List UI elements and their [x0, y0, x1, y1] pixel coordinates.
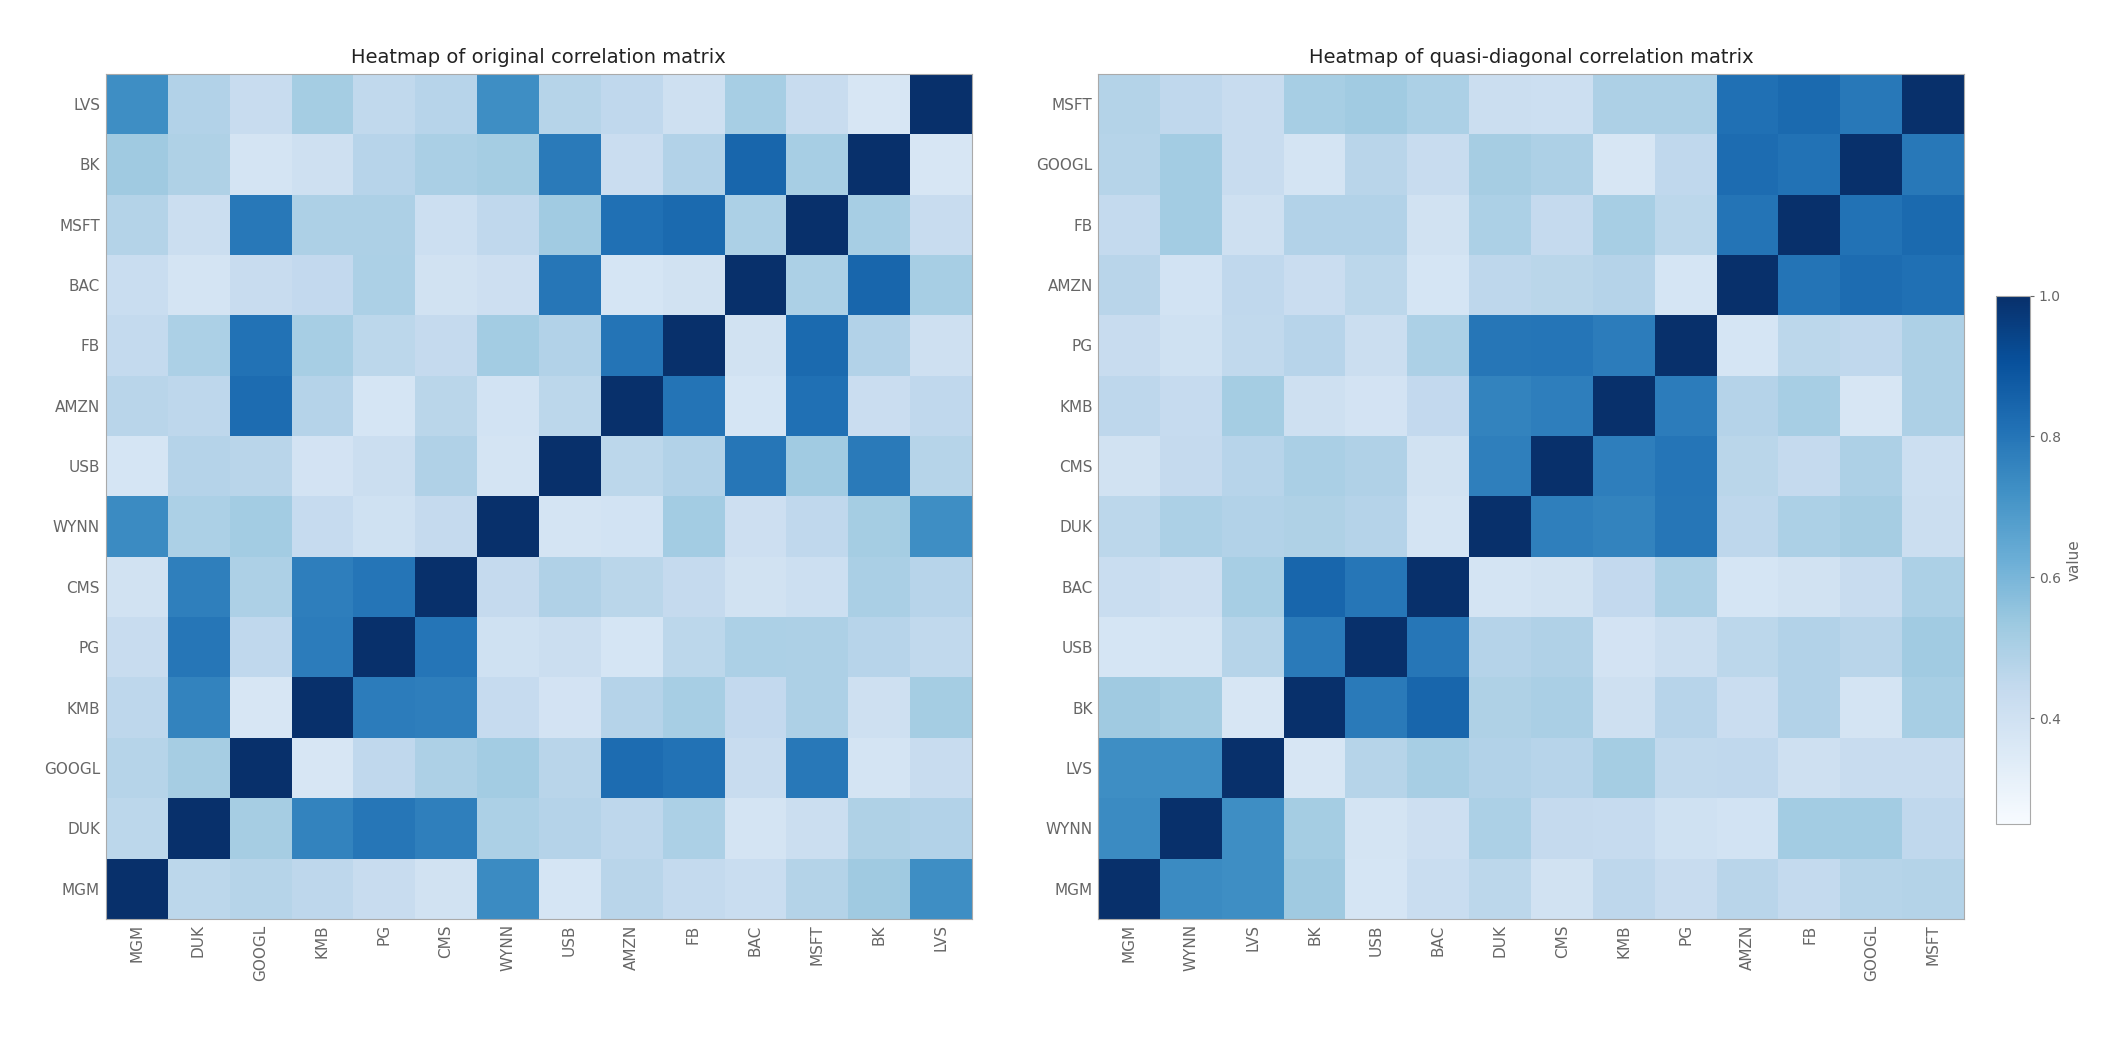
- Title: Heatmap of quasi-diagonal correlation matrix: Heatmap of quasi-diagonal correlation ma…: [1309, 48, 1753, 67]
- Title: Heatmap of original correlation matrix: Heatmap of original correlation matrix: [351, 48, 727, 67]
- Y-axis label: value: value: [2066, 539, 2080, 581]
